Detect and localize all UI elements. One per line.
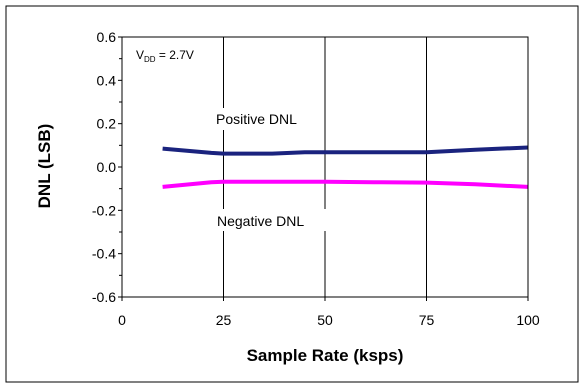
x-tick-label: 0 xyxy=(118,312,126,328)
series-layer xyxy=(162,145,529,189)
y-tick-label: -0.2 xyxy=(92,202,116,218)
x-tick-label: 50 xyxy=(317,312,333,328)
ticks: 0.6 0.4 0.2 0.0 -0.2 -0.4 -0.60 25 50 75 100 xyxy=(92,29,540,328)
x-tick-label: 100 xyxy=(516,312,540,328)
vdd-annotation: VDD = 2.7V xyxy=(136,48,194,64)
negative-dnl-label: Negative DNL xyxy=(217,213,304,229)
y-tick-label: 0.2 xyxy=(97,116,117,132)
x-tick-label: 25 xyxy=(216,312,232,328)
positive-dnl-label: Positive DNL xyxy=(216,111,297,127)
y-tick-label: 0.0 xyxy=(97,159,117,175)
y-tick-label: 0.6 xyxy=(97,29,117,45)
y-tick-label: -0.6 xyxy=(92,289,116,305)
positive-dnl-label-bg xyxy=(212,108,320,130)
x-tick-label: 75 xyxy=(419,312,435,328)
y-tick-label: -0.4 xyxy=(92,246,116,262)
negative-dnl-label-bg xyxy=(212,209,328,231)
y-axis-title: DNL (LSB) xyxy=(35,124,54,209)
series-line-positive-dnl xyxy=(162,145,529,156)
x-axis-title: Sample Rate (ksps) xyxy=(247,346,404,365)
series-line-negative-dnl xyxy=(162,179,529,189)
y-tick-label: 0.4 xyxy=(97,72,117,88)
